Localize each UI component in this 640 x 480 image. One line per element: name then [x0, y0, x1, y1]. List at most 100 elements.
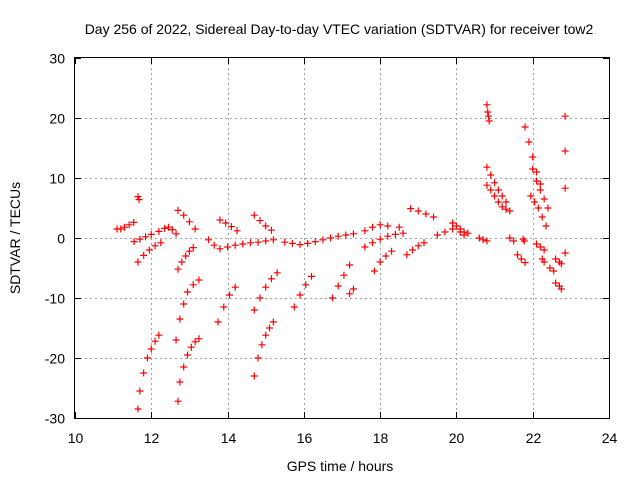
- x-tick-label: 18: [373, 430, 389, 446]
- data-point: [340, 271, 348, 279]
- data-point: [561, 184, 569, 192]
- data-point: [536, 243, 544, 251]
- series-arc-47: [552, 279, 565, 293]
- series-arc-14: [216, 216, 241, 235]
- data-point: [328, 294, 336, 302]
- data-point: [262, 222, 270, 230]
- data-point: [561, 147, 569, 155]
- data-point: [136, 235, 144, 243]
- series-arc-16: [239, 236, 277, 248]
- data-point: [422, 210, 430, 218]
- series-arc-15: [214, 283, 239, 326]
- data-point: [544, 204, 552, 212]
- data-point: [174, 397, 182, 405]
- series-arc-38: [513, 251, 529, 267]
- data-point: [449, 225, 457, 233]
- data-point: [502, 205, 510, 213]
- data-point: [189, 281, 197, 289]
- data-point: [506, 234, 514, 242]
- series-arc-04: [130, 227, 163, 246]
- series-arc-41: [529, 165, 552, 212]
- data-point: [256, 294, 264, 302]
- data-point: [491, 192, 499, 200]
- series-arc-25: [361, 221, 392, 235]
- data-point: [262, 331, 270, 339]
- data-point: [538, 213, 546, 221]
- data-point: [151, 337, 159, 345]
- data-point: [168, 226, 176, 234]
- data-point: [134, 258, 142, 266]
- data-point: [172, 336, 180, 344]
- data-point: [484, 108, 492, 116]
- data-point: [388, 247, 396, 255]
- data-point: [319, 236, 327, 244]
- data-point: [185, 247, 193, 255]
- series-arc-26: [361, 230, 399, 251]
- series-arc-05: [134, 239, 165, 266]
- y-axis: -30 -20 -10 0 10 20 30: [45, 51, 609, 427]
- data-point: [479, 236, 487, 244]
- series-arc-37: [506, 234, 518, 245]
- series-arc-01: [113, 225, 125, 233]
- data-point: [195, 335, 203, 343]
- series-arc-40: [521, 123, 544, 188]
- series-arc-33: [475, 234, 491, 245]
- data-point: [185, 218, 193, 226]
- y-tick-label: 0: [57, 231, 65, 247]
- data-point: [130, 218, 138, 226]
- data-point: [281, 238, 289, 246]
- data-point: [176, 315, 184, 323]
- data-point: [521, 123, 529, 131]
- data-point: [346, 290, 354, 298]
- data-point: [157, 239, 165, 247]
- data-point: [349, 285, 357, 293]
- data-point: [533, 177, 541, 185]
- data-point: [155, 331, 163, 339]
- data-point: [542, 222, 550, 230]
- series-arc-42: [527, 192, 550, 230]
- series-arc-23: [328, 261, 354, 302]
- data-point: [550, 267, 558, 275]
- data-point: [561, 249, 569, 257]
- data-point: [256, 217, 264, 225]
- y-tick-label: -10: [45, 291, 65, 307]
- series-arc-39: [519, 235, 528, 245]
- data-point: [534, 204, 542, 212]
- series-arc-36: [483, 181, 514, 215]
- data-point: [250, 211, 258, 219]
- data-point: [483, 181, 491, 189]
- series-arc-13: [216, 241, 239, 253]
- x-axis: 10 12 14 16 18 20 22 24: [68, 58, 617, 446]
- series-arc-48: [561, 112, 569, 257]
- data-point: [307, 272, 315, 280]
- data-point: [254, 354, 262, 362]
- series-arc-03: [134, 193, 143, 204]
- data-point: [304, 239, 312, 247]
- data-point: [216, 216, 224, 224]
- data-point: [290, 303, 298, 311]
- data-point: [557, 285, 565, 293]
- data-point: [140, 251, 148, 259]
- data-point: [233, 227, 241, 235]
- data-point: [296, 291, 304, 299]
- data-point: [483, 163, 491, 171]
- data-point: [456, 225, 464, 233]
- data-point: [531, 198, 539, 206]
- data-point: [414, 207, 422, 215]
- data-point: [258, 341, 266, 349]
- plot-frame: [74, 57, 610, 419]
- series-arc-24: [346, 285, 357, 298]
- data-point: [135, 196, 143, 204]
- data-point: [484, 112, 492, 120]
- data-point: [296, 241, 304, 249]
- data-point: [517, 255, 525, 263]
- series-arc-44: [538, 255, 548, 266]
- y-axis-label: SDTVAR / TECUs: [7, 182, 23, 294]
- data-point: [180, 211, 188, 219]
- data-point: [370, 267, 378, 275]
- x-tick-label: 12: [144, 430, 160, 446]
- data-point: [145, 246, 153, 254]
- series-arc-46: [552, 255, 565, 268]
- data-point: [460, 228, 468, 236]
